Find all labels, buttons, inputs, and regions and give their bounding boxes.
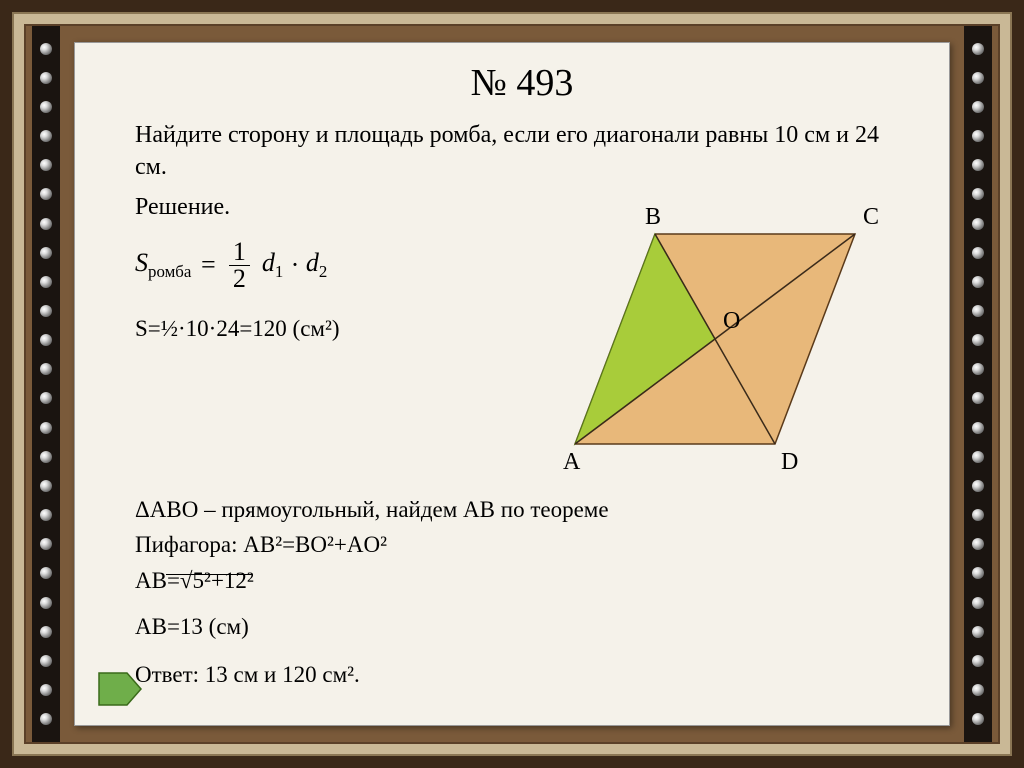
film-hole [972, 43, 984, 55]
film-hole [40, 567, 52, 579]
film-hole [972, 72, 984, 84]
film-hole [40, 626, 52, 638]
formula-sub-romba: ромба [148, 262, 191, 281]
film-hole [972, 684, 984, 696]
formula-d1-sub: 1 [275, 262, 283, 281]
rhombus-diagram: B C A D O [485, 194, 905, 484]
pythagoras-block: ΔABO – прямоугольный, найдем AB по теоре… [135, 492, 909, 645]
film-hole [972, 597, 984, 609]
film-hole [40, 72, 52, 84]
film-hole [40, 43, 52, 55]
ab-expression: AB=√5²+12² [135, 563, 909, 599]
film-hole [40, 597, 52, 609]
film-hole [972, 655, 984, 667]
film-hole [40, 684, 52, 696]
film-hole [972, 713, 984, 725]
film-hole [972, 188, 984, 200]
problem-text: Найдите сторону и площадь ромба, если ег… [135, 119, 909, 184]
film-hole [972, 480, 984, 492]
film-hole [972, 218, 984, 230]
formula-S: S [135, 248, 148, 277]
film-hole [40, 451, 52, 463]
film-hole [972, 451, 984, 463]
film-hole [40, 305, 52, 317]
film-hole [972, 247, 984, 259]
film-hole [40, 130, 52, 142]
ab-value: AB=13 (см) [135, 609, 909, 645]
vertex-b: B [645, 204, 661, 230]
problem-number: № 493 [135, 61, 909, 105]
film-hole [972, 509, 984, 521]
film-hole [972, 538, 984, 550]
vertex-c: C [863, 204, 879, 230]
outer-frame: № 493 Найдите сторону и площадь ромба, е… [12, 12, 1012, 756]
film-hole [40, 480, 52, 492]
film-hole [972, 276, 984, 288]
film-hole [40, 538, 52, 550]
film-hole [972, 305, 984, 317]
film-hole [40, 713, 52, 725]
film-hole [40, 509, 52, 521]
film-hole [972, 130, 984, 142]
film-hole [972, 422, 984, 434]
film-hole [972, 392, 984, 404]
area-calc: S=½·10·24=120 (см²) [135, 316, 465, 342]
film-hole [40, 218, 52, 230]
film-hole [40, 276, 52, 288]
slide-content: № 493 Найдите сторону и площадь ромба, е… [74, 42, 950, 726]
film-hole [972, 334, 984, 346]
next-button[interactable] [97, 671, 143, 707]
pythag-line: Пифагора: AB²=BO²+AO² [135, 527, 909, 563]
film-hole [40, 422, 52, 434]
film-hole [40, 363, 52, 375]
formula-d2-sub: 2 [319, 262, 327, 281]
film-strip-left [32, 26, 60, 742]
film-hole [972, 626, 984, 638]
film-hole [40, 101, 52, 113]
formula-dot: · [291, 250, 298, 280]
film-hole [40, 334, 52, 346]
pythag-intro: ΔABO – прямоугольный, найдем AB по теоре… [135, 492, 909, 528]
film-hole [40, 188, 52, 200]
formula-d1: d [262, 248, 275, 277]
mid-frame: № 493 Найдите сторону и площадь ромба, е… [24, 24, 1000, 744]
film-hole [972, 567, 984, 579]
film-hole [972, 101, 984, 113]
area-formula: Sромба = 1 2 d1 · d2 [135, 239, 465, 292]
answer-line: Ответ: 13 см и 120 см². [135, 662, 909, 688]
solution-label: Решение. [135, 194, 465, 221]
film-hole [972, 159, 984, 171]
film-hole [40, 247, 52, 259]
vertex-d: D [781, 449, 798, 475]
frac-num: 1 [229, 239, 250, 266]
formula-eq: = [199, 250, 217, 280]
film-hole [40, 392, 52, 404]
film-hole [40, 655, 52, 667]
film-hole [40, 159, 52, 171]
film-hole [972, 363, 984, 375]
vertex-a: A [563, 449, 581, 475]
vertex-o: O [723, 308, 740, 334]
film-strip-right [964, 26, 992, 742]
formula-fraction: 1 2 [229, 239, 250, 292]
frac-den: 2 [229, 266, 250, 292]
formula-d2: d [306, 248, 319, 277]
